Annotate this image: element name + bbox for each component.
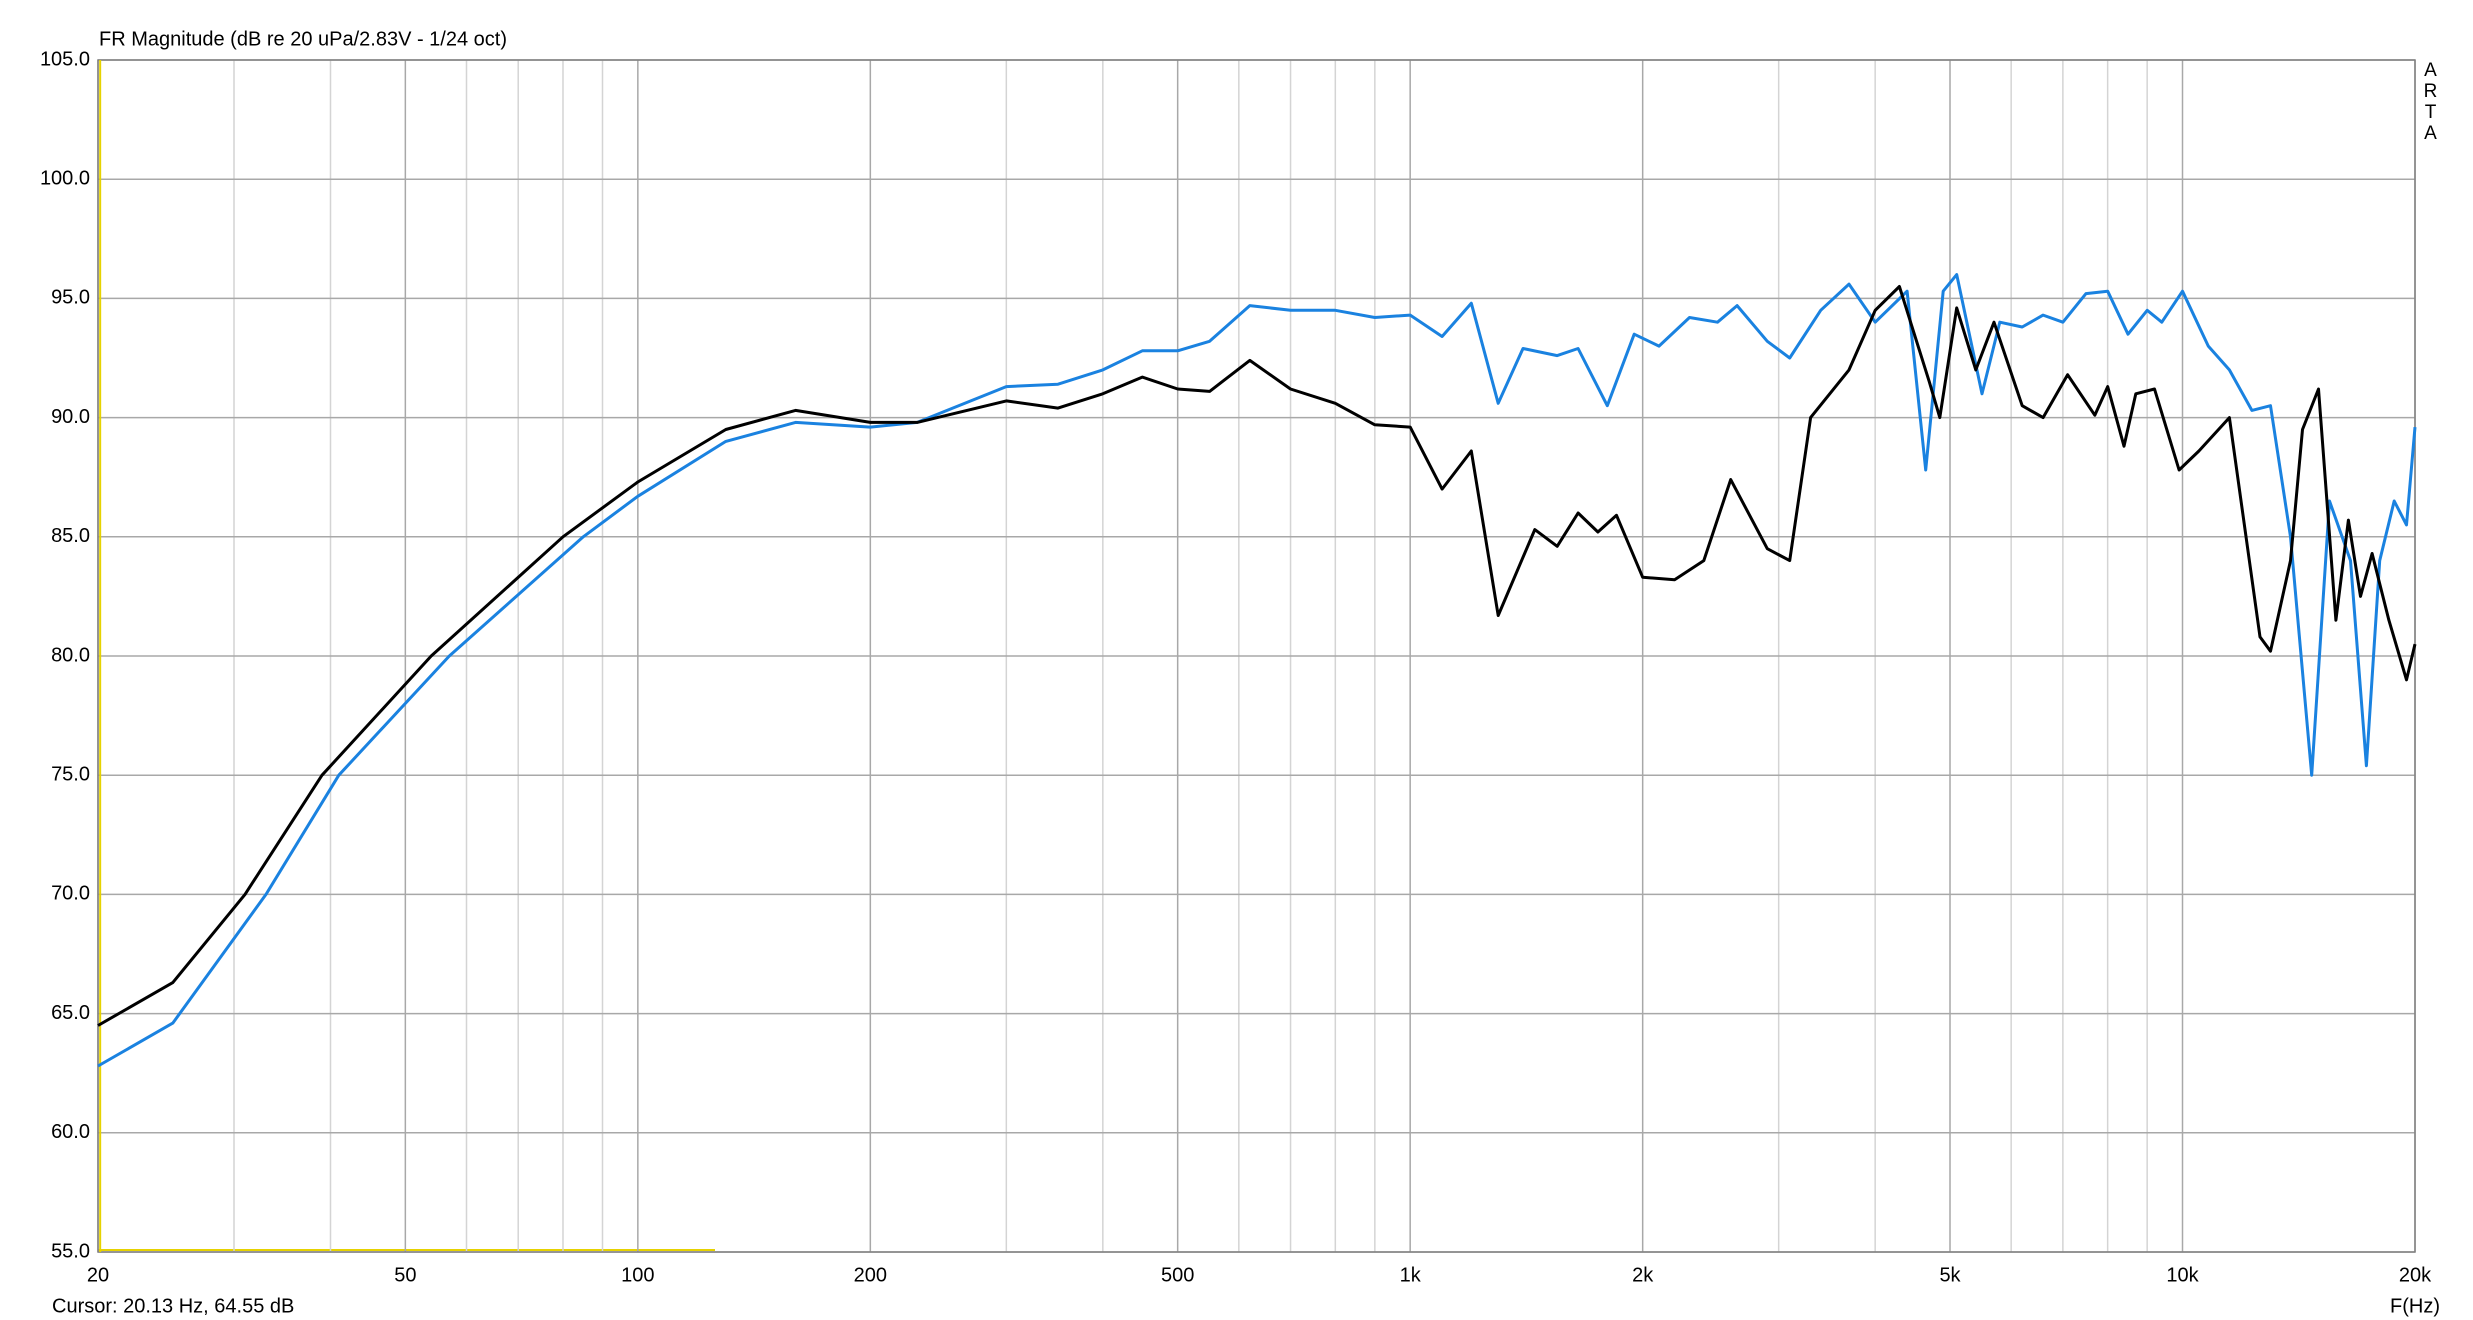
- y-tick-label: 55.0: [51, 1240, 90, 1262]
- y-tick-label: 60.0: [51, 1121, 90, 1143]
- y-tick-label: 75.0: [51, 763, 90, 785]
- x-axis-label: F(Hz): [2390, 1295, 2440, 1317]
- series-line: [97, 273, 2417, 1068]
- series-line: [97, 285, 2417, 1027]
- y-tick-label: 90.0: [51, 406, 90, 428]
- y-tick-label: 80.0: [51, 644, 90, 666]
- x-tick-label: 500: [1161, 1264, 1194, 1286]
- y-tick-label: 95.0: [51, 287, 90, 309]
- y-tick-label: 85.0: [51, 525, 90, 547]
- x-tick-label: 10k: [2166, 1264, 2199, 1286]
- plot-frame: [97, 59, 2416, 1253]
- chart-title: FR Magnitude (dB re 20 uPa/2.83V - 1/24 …: [99, 28, 507, 50]
- x-tick-label: 20: [87, 1264, 109, 1286]
- x-tick-label: 50: [394, 1264, 416, 1286]
- x-tick-label: 5k: [1939, 1264, 1961, 1286]
- x-tick-label: 2k: [1632, 1264, 1654, 1286]
- y-tick-label: 100.0: [40, 167, 90, 189]
- y-tick-label: 65.0: [51, 1002, 90, 1024]
- x-tick-label: 100: [621, 1264, 654, 1286]
- y-tick-label: 105.0: [40, 48, 90, 70]
- x-tick-label: 1k: [1400, 1264, 1422, 1286]
- x-tick-label: 20k: [2399, 1264, 2432, 1286]
- x-tick-label: 200: [854, 1264, 887, 1286]
- side-label: ARTA: [2420, 60, 2441, 144]
- cursor-readout: Cursor: 20.13 Hz, 64.55 dB: [52, 1295, 294, 1317]
- y-tick-label: 70.0: [51, 883, 90, 905]
